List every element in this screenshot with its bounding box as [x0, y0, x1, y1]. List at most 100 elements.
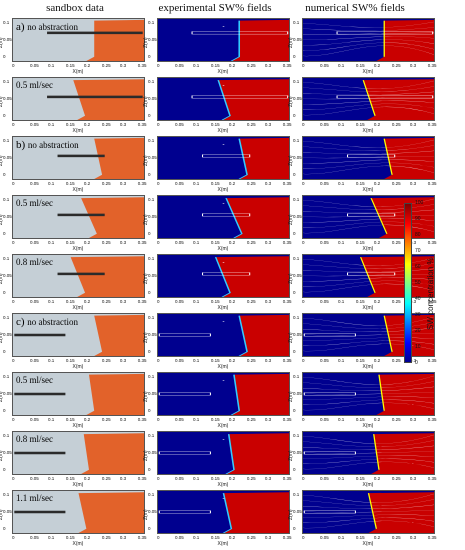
y-tick-label: 0.05 [3, 391, 12, 396]
x-tick-label: 0.15 [355, 358, 365, 363]
x-tick-label: 0.25 [391, 358, 401, 363]
x-tick-label: 0 [157, 476, 160, 481]
x-tick-label: 0.3 [409, 240, 417, 245]
y-tick-label: 0 [293, 290, 296, 295]
y-axis-label: Z(m) [0, 332, 4, 343]
y-tick-label: 0.1 [3, 315, 10, 320]
x-tick-label: 0.25 [246, 63, 256, 68]
x-tick-label: 0 [157, 535, 160, 540]
y-tick-label: 0 [148, 290, 151, 295]
x-tick-label: 0.1 [192, 181, 200, 186]
x-tick-label: 0.2 [83, 122, 91, 127]
x-tick-label: 0.1 [337, 476, 345, 481]
x-tick-label: 0.25 [246, 358, 256, 363]
y-axis-label: Z(m) [143, 214, 149, 225]
x-tick-label: 0.1 [192, 535, 200, 540]
x-tick-label: 0 [157, 240, 160, 245]
colorbar-tick: 60 [415, 264, 421, 270]
y-tick-label: 0 [3, 408, 6, 413]
x-tick-label: 0.1 [47, 417, 55, 422]
x-tick-label: 0.1 [47, 476, 55, 481]
x-tick-label: 0.1 [337, 240, 345, 245]
y-tick-label: 0.05 [148, 155, 157, 160]
x-axis-label: X(m) [72, 187, 84, 193]
y-tick-label: 0.05 [293, 155, 302, 160]
y-tick-label: 0.05 [148, 450, 157, 455]
y-axis-label: Z(m) [143, 37, 149, 48]
y-tick-label: 0 [293, 526, 296, 531]
x-tick-label: 0.35 [137, 417, 147, 422]
x-tick-label: 0.35 [282, 122, 292, 127]
y-axis-label: Z(m) [288, 273, 294, 284]
y-axis-label: Z(m) [0, 214, 4, 225]
x-tick-label: 0.1 [47, 63, 55, 68]
x-tick-label: 0.15 [210, 358, 220, 363]
x-tick-label: 0.3 [264, 122, 272, 127]
x-tick-label: 0.05 [319, 240, 329, 245]
y-axis-label: Z(m) [288, 391, 294, 402]
y-axis-label: Z(m) [143, 332, 149, 343]
x-tick-label: 0.35 [282, 63, 292, 68]
x-tick-label: 0.15 [355, 122, 365, 127]
x-tick-label: 0.3 [119, 358, 127, 363]
x-tick-label: 0.3 [409, 476, 417, 481]
x-tick-label: 0.35 [137, 535, 147, 540]
x-tick-label: 0 [302, 535, 305, 540]
x-tick-label: 0.3 [409, 417, 417, 422]
x-tick-label: 0.25 [246, 535, 256, 540]
y-axis-label: Z(m) [288, 332, 294, 343]
y-axis-label: Z(m) [143, 155, 149, 166]
x-tick-label: 0 [302, 63, 305, 68]
x-tick-label: 0.05 [319, 358, 329, 363]
x-tick-label: 0.3 [264, 240, 272, 245]
x-tick-label: 0 [157, 358, 160, 363]
y-axis-label: Z(m) [143, 509, 149, 520]
y-tick-label: 0.05 [293, 273, 302, 278]
x-tick-label: 0.15 [210, 417, 220, 422]
x-tick-label: 0.05 [174, 417, 184, 422]
x-tick-label: 0.15 [65, 535, 75, 540]
y-tick-label: 0.1 [148, 374, 155, 379]
x-tick-label: 0.25 [391, 476, 401, 481]
y-axis-label: Z(m) [143, 96, 149, 107]
x-tick-label: 0.15 [65, 476, 75, 481]
experimental-panel [157, 195, 290, 239]
x-tick-label: 0.35 [427, 63, 437, 68]
x-axis-label: X(m) [72, 423, 84, 429]
y-axis-label: Z(m) [288, 509, 294, 520]
x-tick-label: 0.25 [391, 417, 401, 422]
y-tick-label: 0 [148, 526, 151, 531]
x-tick-label: 0.3 [264, 476, 272, 481]
x-tick-label: 0.35 [137, 122, 147, 127]
x-tick-label: 0.15 [210, 63, 220, 68]
x-axis-label: X(m) [362, 364, 374, 370]
sandbox-panel: 0.5 ml/sec [12, 372, 145, 416]
x-tick-label: 0.15 [210, 240, 220, 245]
numerical-panel [302, 431, 435, 475]
row-label: a) no abstraction [16, 21, 79, 33]
x-tick-label: 0 [302, 122, 305, 127]
x-tick-label: 0.35 [427, 181, 437, 186]
sandbox-panel: b) no abstraction [12, 136, 145, 180]
x-axis-label: X(m) [217, 364, 229, 370]
y-tick-label: 0 [293, 231, 296, 236]
x-tick-label: 0.35 [137, 181, 147, 186]
row-label: 0.8 ml/sec [16, 434, 53, 444]
y-tick-label: 0 [293, 54, 296, 59]
numerical-panel [302, 136, 435, 180]
x-tick-label: 0.2 [83, 240, 91, 245]
header-sandbox: sandbox data [46, 2, 104, 14]
header-experimental: experimental SW% fields [158, 2, 272, 14]
x-tick-label: 0.15 [355, 417, 365, 422]
colorbar-tick: 30 [415, 312, 421, 318]
x-tick-label: 0.35 [282, 358, 292, 363]
x-tick-label: 0.25 [246, 417, 256, 422]
y-tick-label: 0 [148, 467, 151, 472]
x-tick-label: 0.35 [282, 299, 292, 304]
x-tick-label: 0.3 [264, 181, 272, 186]
x-tick-label: 0.35 [282, 181, 292, 186]
y-axis-label: Z(m) [143, 273, 149, 284]
x-tick-label: 0.2 [83, 476, 91, 481]
y-tick-label: 0.1 [293, 315, 300, 320]
row-label: 1.1 ml/sec [16, 493, 53, 503]
